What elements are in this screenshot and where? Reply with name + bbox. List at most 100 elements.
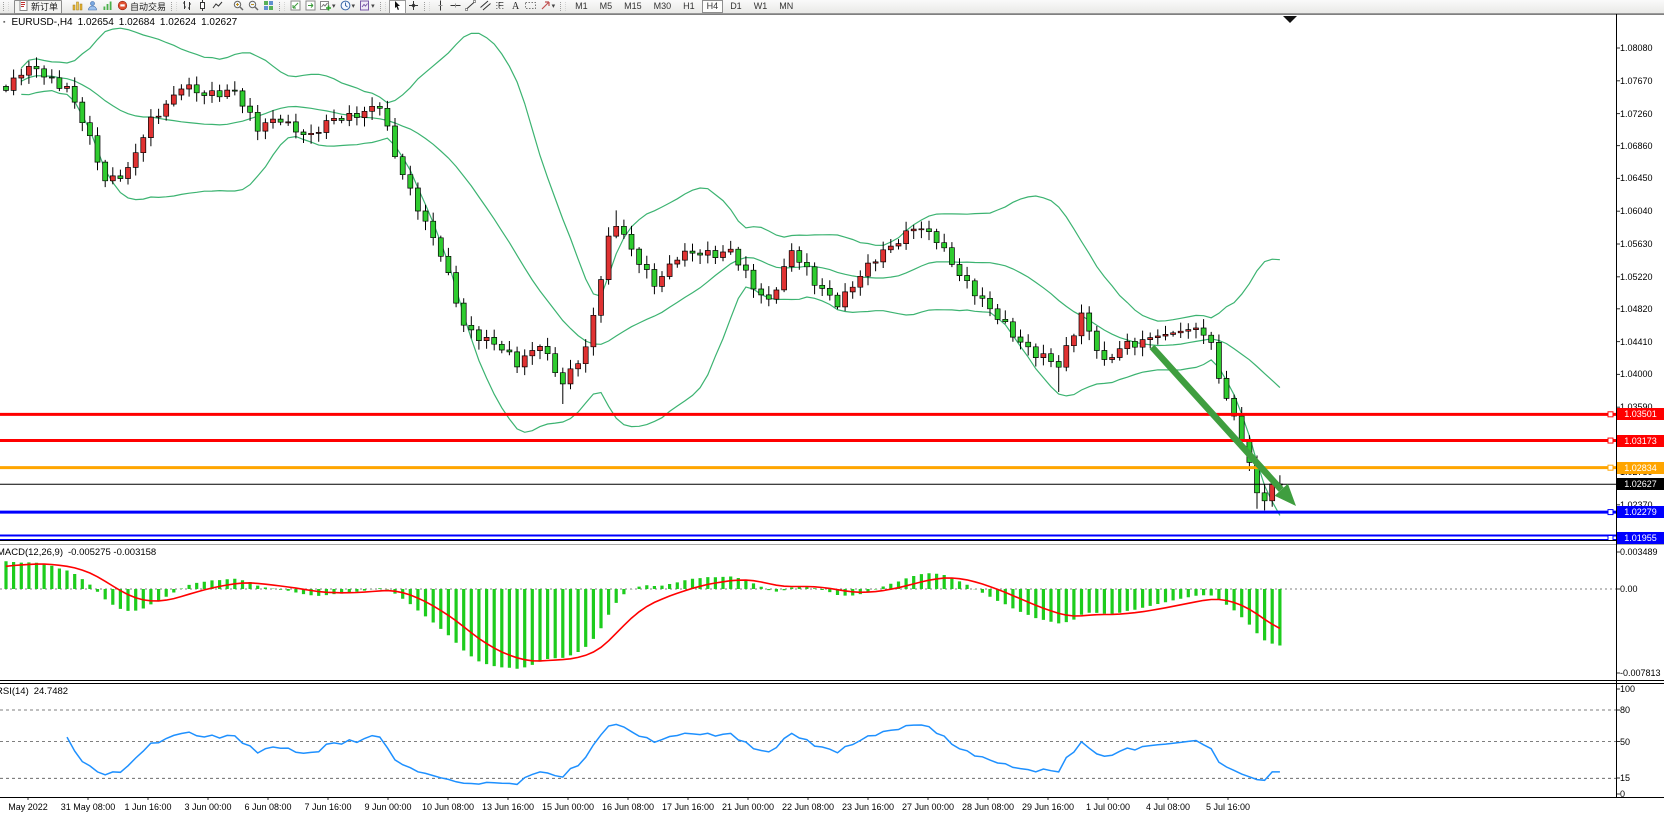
indicators-icon [320, 0, 332, 14]
chart-shift-marker-icon[interactable] [1283, 16, 1297, 23]
timeframe-h1-button[interactable]: H1 [683, 1, 695, 11]
horizontal-line-button[interactable] [448, 1, 463, 13]
bar-chart-mode-icon [182, 0, 193, 14]
chart-bullet-icon: ▪ [3, 19, 6, 26]
signal-icon-icon [102, 0, 113, 14]
symbol-period-label: EURUSD-,H4 [11, 17, 73, 28]
vertical-line-button[interactable] [433, 0, 448, 14]
templates-icon [359, 0, 370, 14]
candlestick-mode-button[interactable] [195, 0, 210, 14]
new-order-button-label: 新订单 [31, 1, 59, 12]
timeframe-m1-button[interactable]: M1 [575, 1, 588, 11]
chart-shift-button[interactable] [303, 0, 318, 14]
hline-handle[interactable] [1607, 509, 1614, 516]
indicators-button[interactable]: ▾ [318, 0, 338, 14]
shapes-icon [540, 0, 551, 14]
hline-handle[interactable] [1607, 437, 1614, 444]
main-toolbar: 新订单 自动交易 ▾ ▾ ▾ F A ▾ M1 M5 M15 M30 H1 H4 D1 W1 MN [0, 0, 1664, 14]
rsi-label: RSI(14) 24.7482 [0, 686, 68, 697]
dropdown-arrow-icon[interactable]: ▾ [351, 2, 356, 10]
text-button[interactable]: A [508, 1, 523, 13]
timeframe-w1-button[interactable]: W1 [753, 1, 768, 11]
crosshair-icon [408, 0, 419, 14]
periods-icon [340, 0, 351, 14]
toolbar-drag-handle[interactable] [3, 2, 9, 11]
macd-values: -0.005275 -0.003158 [68, 547, 157, 558]
timeframe-d1-button[interactable]: D1 [730, 1, 742, 11]
charts-icon-icon [72, 0, 83, 14]
zoom-in-button[interactable] [231, 0, 246, 14]
candlestick-mode-icon [197, 0, 208, 14]
low-value: 1.02624 [159, 17, 197, 28]
fibonacci-button[interactable]: F [493, 1, 508, 13]
signal-icon[interactable] [100, 1, 115, 13]
zoom-in-icon [233, 0, 244, 14]
toolbar-drag-handle[interactable] [560, 2, 567, 11]
hline-handle[interactable] [1607, 464, 1614, 471]
svg-text:F: F [498, 1, 503, 10]
open-value: 1.02654 [77, 17, 114, 28]
rsi-line [66, 723, 1280, 786]
cursor-button[interactable] [388, 0, 406, 14]
timeframe-m30-button[interactable]: M30 [653, 1, 672, 11]
macd-label: MACD(12,26,9) -0.005275 -0.003158 [0, 547, 156, 558]
bearish-candles [3, 65, 1283, 502]
label-icon [524, 0, 536, 14]
line-chart-mode-icon [212, 0, 223, 14]
dropdown-arrow-icon[interactable]: ▾ [371, 2, 375, 10]
trend-arrow-annotation[interactable] [1149, 344, 1284, 492]
tile-windows-button[interactable] [261, 0, 276, 13]
profile-icon[interactable] [85, 0, 100, 14]
channel-icon [479, 0, 491, 14]
label-button[interactable] [523, 1, 538, 13]
toolbar-drag-handle[interactable] [423, 2, 430, 11]
toolbar-drag-handle[interactable] [171, 2, 178, 11]
toolbar-drag-handle[interactable] [279, 2, 286, 11]
bollinger-band-line [21, 89, 1281, 516]
charts-icon[interactable] [70, 1, 85, 13]
line-chart-mode-button[interactable] [210, 1, 225, 13]
timeframe-m5-button[interactable]: M5 [599, 1, 613, 11]
bullish-candles [10, 65, 1276, 502]
high-value: 1.02684 [118, 17, 155, 28]
timeframe-mn-button[interactable]: MN [779, 1, 794, 11]
text-icon: A [510, 0, 521, 14]
vertical-line-icon [435, 0, 446, 14]
auto-trading-button[interactable]: 自动交易 [115, 0, 168, 14]
trend-arrow-head[interactable] [1274, 483, 1296, 506]
bollinger-band-line [21, 75, 1281, 389]
horizontal-line-icon [450, 0, 461, 14]
hline-handle[interactable] [1607, 535, 1614, 541]
candle-wicks [5, 57, 1281, 511]
shapes-button[interactable]: ▾ [538, 0, 558, 14]
profile-icon-icon [87, 0, 98, 14]
macd-signal-line [5, 563, 1281, 662]
chart-shift-icon [305, 0, 316, 14]
bar-chart-mode-button[interactable] [180, 0, 195, 14]
auto-trading-icon [117, 0, 128, 14]
trendline-button[interactable] [463, 0, 478, 13]
toolbar-drag-handle[interactable] [379, 2, 386, 11]
close-value: 1.02627 [201, 17, 238, 28]
dropdown-arrow-icon[interactable]: ▾ [551, 2, 556, 10]
macd-name: MACD(12,26,9) [0, 547, 63, 558]
auto-scroll-button[interactable] [288, 0, 303, 13]
hline-handle[interactable] [1607, 411, 1614, 418]
rsi-name: RSI(14) [0, 686, 29, 697]
timeframe-m15-button[interactable]: M15 [624, 1, 642, 11]
dropdown-arrow-icon[interactable]: ▾ [332, 2, 336, 10]
crosshair-button[interactable] [406, 0, 421, 14]
new-order-icon [18, 0, 29, 14]
timeframe-h4-button[interactable]: H4 [701, 0, 724, 13]
templates-button[interactable]: ▾ [357, 0, 377, 14]
periods-button[interactable]: ▾ [338, 0, 358, 14]
rsi-value: 24.7482 [33, 686, 69, 697]
zoom-out-button[interactable] [246, 0, 261, 13]
fibonacci-icon: F [495, 0, 506, 14]
channel-button[interactable] [478, 0, 493, 14]
bollinger-band-line [20, 27, 1280, 322]
chart-title: ▪ EURUSD-,H4 1.02654 1.02684 1.02624 1.0… [3, 17, 237, 28]
new-order-button[interactable]: 新订单 [14, 0, 63, 14]
